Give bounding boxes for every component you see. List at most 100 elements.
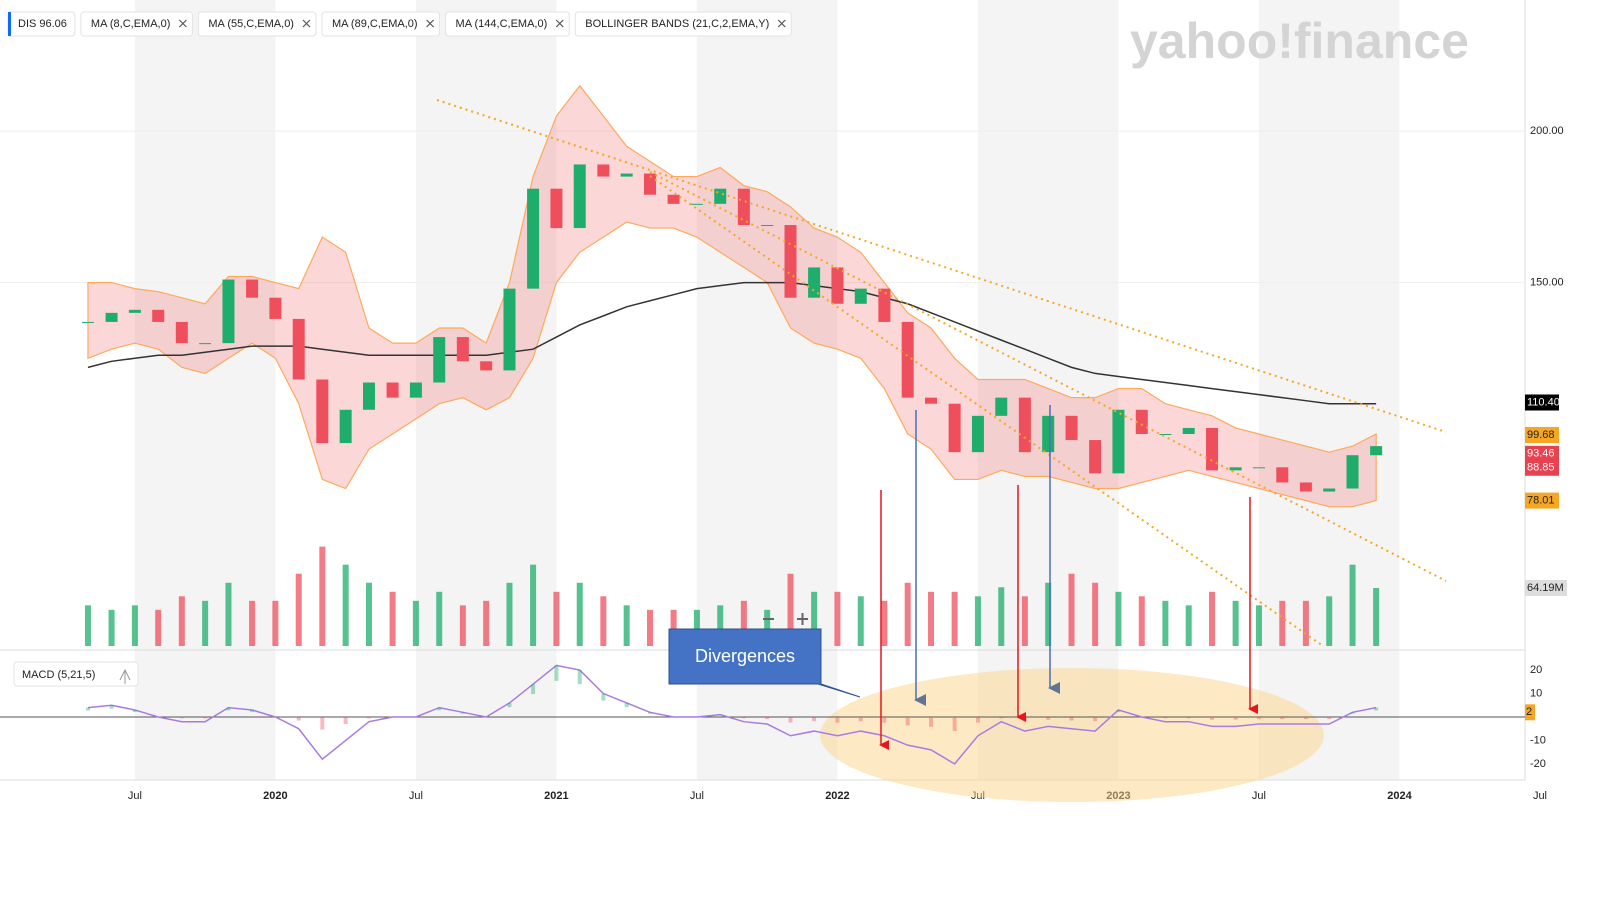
macd-histogram	[1327, 717, 1332, 720]
volume-bar	[1162, 600, 1169, 646]
macd-histogram	[1163, 717, 1168, 719]
watermark: yahoo!finance	[1130, 13, 1469, 69]
volume-bar	[740, 600, 747, 646]
macd-histogram	[1350, 712, 1355, 714]
chip-close[interactable]	[302, 19, 311, 28]
indicator-chip[interactable]	[574, 11, 792, 37]
macd-histogram	[999, 717, 1004, 719]
price-badge-label: 99.68	[1527, 429, 1555, 441]
chip-close[interactable]	[178, 19, 187, 28]
volume-bar	[670, 609, 677, 646]
macd-icon[interactable]	[119, 668, 131, 684]
price-badge	[1525, 492, 1559, 509]
macd-tick-label: 20	[1530, 664, 1542, 676]
volume-bar	[506, 582, 513, 646]
macd-histogram	[203, 717, 208, 719]
volume-bar	[1021, 596, 1028, 646]
volume-bar	[295, 573, 302, 646]
volume-bar	[412, 600, 419, 646]
macd-histogram	[624, 702, 629, 708]
indicator-chip[interactable]	[197, 11, 317, 37]
candle	[925, 397, 938, 404]
macd-histogram	[952, 717, 957, 732]
x-tick-label: Jul	[1533, 790, 1547, 802]
chip-accent	[8, 12, 11, 36]
x-tick-label: Jul	[128, 790, 142, 802]
macd-histogram	[812, 717, 817, 722]
candle	[1323, 488, 1336, 492]
candle	[433, 337, 446, 383]
macd-tick-label: -10	[1530, 734, 1546, 746]
indicator-chip[interactable]	[321, 11, 441, 37]
candle	[409, 382, 422, 398]
indicator-chip-label: MA (55,C,EMA,0)	[208, 18, 294, 30]
macd-histogram	[1374, 707, 1379, 711]
macd-histogram	[1046, 717, 1051, 720]
volume-bar	[1349, 564, 1356, 646]
candle	[643, 173, 656, 195]
volume-bar	[459, 605, 466, 646]
volume-bar	[693, 609, 700, 646]
callout-box	[668, 628, 861, 698]
indicator-chip[interactable]	[445, 11, 570, 37]
price-badge-label: 93.46	[1527, 448, 1555, 460]
volume-bar	[1279, 600, 1286, 646]
macd-histogram	[929, 717, 934, 727]
arrows	[879, 405, 1258, 750]
macd-histogram	[109, 705, 114, 709]
volume-bar	[389, 591, 396, 646]
chip-close[interactable]	[555, 19, 564, 28]
macd-histogram	[250, 709, 255, 713]
macd-histogram	[1256, 717, 1261, 720]
volume-bar	[904, 582, 911, 646]
macd-histogram	[1022, 717, 1027, 722]
candle	[831, 267, 844, 304]
macd-histogram	[1303, 717, 1308, 720]
candle	[316, 379, 329, 444]
volume-bar	[576, 582, 583, 646]
volume-bar	[436, 591, 443, 646]
zoom-controls[interactable]	[763, 613, 808, 625]
volume-bar	[974, 596, 981, 646]
macd-histogram	[975, 717, 980, 723]
trend-line	[649, 171, 1447, 582]
volume-bar	[553, 591, 560, 646]
time-stripe	[1258, 0, 1400, 780]
volume-bar	[998, 587, 1005, 646]
candle	[199, 343, 212, 345]
indicator-chip-label: BOLLINGER BANDS (21,C,2,EMA,Y)	[585, 18, 769, 30]
x-tick-label: 2024	[1387, 790, 1412, 802]
volume-bar	[881, 600, 888, 646]
volume-bar	[1185, 605, 1192, 646]
candle	[292, 318, 305, 380]
macd-histogram	[1233, 717, 1238, 720]
volume-bar	[951, 591, 958, 646]
price-badge	[1525, 459, 1559, 476]
macd-histogram	[343, 717, 348, 725]
macd-legend[interactable]: MACD (5,21,5)	[13, 661, 139, 687]
macd-chip[interactable]	[13, 661, 139, 687]
candle	[128, 309, 141, 313]
volume-bar	[225, 582, 232, 646]
chip-close[interactable]	[426, 19, 434, 28]
candle	[246, 279, 259, 298]
candle	[527, 188, 540, 289]
volume-bar	[764, 609, 771, 646]
candle	[948, 403, 961, 453]
macd-histogram	[905, 717, 910, 726]
candle	[222, 279, 235, 344]
volume-bar	[1326, 596, 1333, 646]
candle	[620, 173, 633, 177]
x-tick-label: Jul	[1252, 790, 1266, 802]
volume-bar	[857, 596, 864, 646]
candle	[1182, 427, 1195, 434]
candle	[386, 382, 399, 398]
candle	[456, 337, 469, 362]
indicator-chip[interactable]	[80, 11, 193, 37]
macd-histogram	[788, 717, 793, 723]
candle	[784, 225, 797, 298]
chip-close[interactable]	[777, 19, 786, 28]
macd-histogram	[1210, 717, 1215, 720]
volume-bar	[1209, 591, 1216, 646]
